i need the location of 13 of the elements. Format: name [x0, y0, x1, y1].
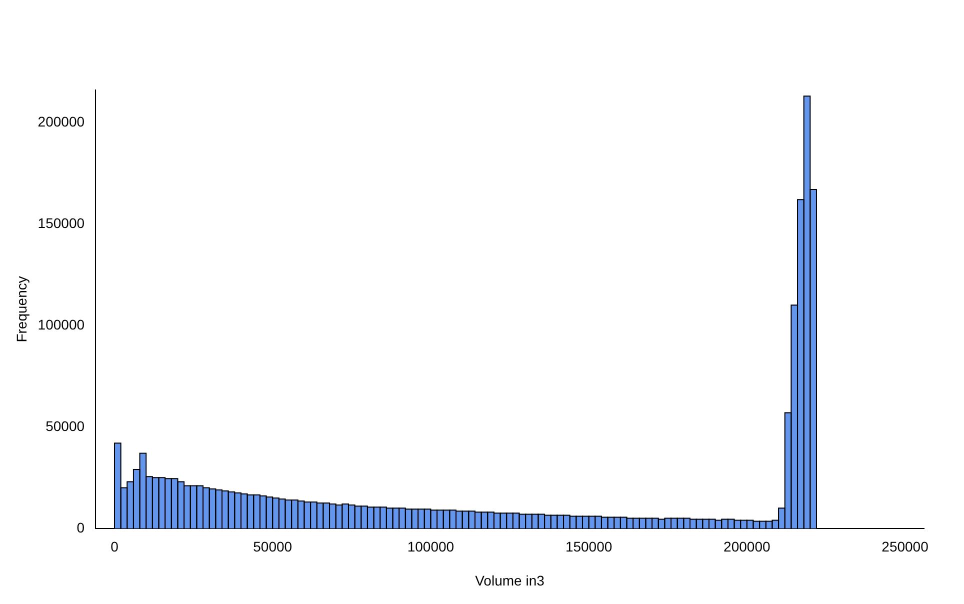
x-tick-label: 0	[110, 538, 119, 555]
x-tick-label: 50000	[253, 538, 292, 555]
x-tick-label: 250000	[882, 538, 929, 555]
x-tick-label: 200000	[724, 538, 770, 555]
x-tick-label: 150000	[565, 538, 612, 555]
x-tick-label: 100000	[407, 538, 454, 555]
y-tick-label: 50000	[46, 418, 85, 434]
x-axis-title: Volume in3	[475, 572, 545, 588]
y-tick-label: 150000	[38, 214, 85, 231]
y-tick-label: 0	[76, 519, 85, 536]
y-tick-label: 100000	[38, 316, 85, 332]
y-tick-label: 200000	[38, 113, 85, 130]
y-axis-title: Frequency	[13, 276, 30, 342]
